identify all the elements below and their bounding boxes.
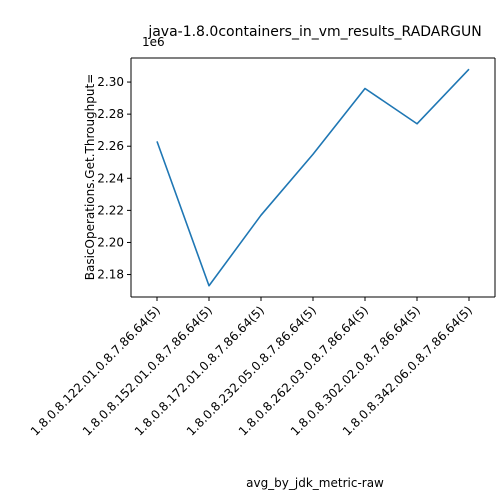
y-axis-title: BasicOperations.Get.Throughput= bbox=[83, 74, 97, 281]
x-axis-title: avg_by_jdk_metric-raw bbox=[246, 476, 384, 490]
x-ticks: 1.8.0.8.122.01.0.8.7.86.64(5)1.8.0.8.152… bbox=[28, 297, 475, 439]
y-tick-label: 2.30 bbox=[97, 75, 124, 89]
y-tick-label: 2.18 bbox=[97, 268, 124, 282]
chart-title: java-1.8.0containers_in_vm_results_RADAR… bbox=[147, 24, 481, 40]
y-tick-label: 2.20 bbox=[97, 235, 124, 249]
series bbox=[156, 68, 470, 287]
series-line bbox=[156, 68, 470, 287]
axes bbox=[130, 57, 496, 298]
y-tick-label: 2.22 bbox=[97, 203, 124, 217]
y-tick-label: 2.28 bbox=[97, 107, 124, 121]
y-ticks: 2.18 2.20 2.22 2.24 2.26 2.28 2.30 bbox=[97, 75, 131, 282]
y-offset-label: 1e6 bbox=[142, 35, 165, 49]
y-tick-label: 2.26 bbox=[97, 139, 124, 153]
y-tick-label: 2.24 bbox=[97, 171, 124, 185]
